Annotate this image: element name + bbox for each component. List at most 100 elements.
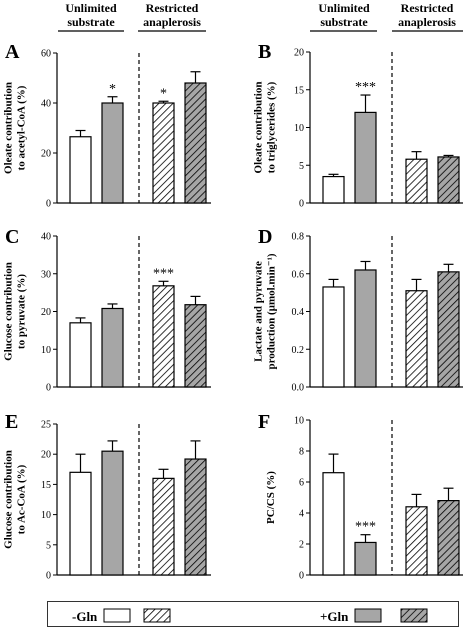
panel-d: D 0.0 0.2 0.4 0.6 0.8 Lactate and pyruvate prod… bbox=[253, 226, 463, 394]
y-tick-label: 0.2 bbox=[292, 345, 305, 356]
header-right-2-line1: Restricted bbox=[401, 1, 454, 15]
legend-swatch-minus-hatched bbox=[143, 608, 171, 623]
panel-c: C 0 10 20 30 40 Glucose contribution to pyruvat… bbox=[3, 226, 211, 394]
bar bbox=[322, 175, 345, 204]
y-tick-label: 20 bbox=[41, 307, 51, 318]
bar bbox=[437, 500, 460, 576]
legend: -Gln +Gln bbox=[72, 608, 428, 624]
significance-label: * bbox=[109, 82, 116, 97]
header-left-2-line2: substrate bbox=[320, 15, 368, 29]
panel-a: A 0 20 40 60 Oleate contribution to acetyl-CoA… bbox=[3, 41, 211, 210]
y-tick-label: 20 bbox=[41, 149, 51, 160]
panel-e: E 0 5 10 15 20 25 Glucose contribution to Ac-CoA… bbox=[3, 411, 211, 582]
header-left-2-line1: Unlimited bbox=[318, 1, 370, 15]
panel-letter: C bbox=[5, 226, 19, 248]
header-left-line2: substrate bbox=[67, 15, 115, 29]
y-tick-label: 40 bbox=[41, 232, 51, 243]
y-tick-label: 5 bbox=[299, 161, 304, 172]
y-tick-label: 15 bbox=[294, 85, 304, 96]
legend-swatch-minus bbox=[103, 608, 131, 623]
y-tick-label: 4 bbox=[299, 509, 304, 520]
y-tick-label: 0 bbox=[46, 199, 51, 210]
header-left-2: Unlimited substrate bbox=[310, 1, 377, 32]
legend-swatch-plus-hatched bbox=[400, 608, 428, 623]
bar bbox=[437, 271, 460, 388]
panel-letter: D bbox=[258, 226, 272, 248]
y-tick-label: 0.6 bbox=[292, 269, 305, 280]
bar bbox=[405, 158, 428, 204]
bar bbox=[322, 286, 345, 388]
y-tick-label: 2 bbox=[299, 540, 304, 551]
y-tick-label: 0 bbox=[46, 571, 51, 582]
bar bbox=[184, 82, 207, 204]
bar bbox=[354, 541, 377, 576]
y-tick-label: 25 bbox=[41, 420, 51, 431]
y-tick-label: 40 bbox=[41, 99, 51, 110]
header-right-line1: Restricted bbox=[146, 1, 199, 15]
y-tick-label: 10 bbox=[294, 123, 304, 134]
header-right: Restricted anaplerosis bbox=[138, 1, 206, 32]
y-tick-label: 20 bbox=[41, 450, 51, 461]
y-tick-label: 0.0 bbox=[292, 383, 305, 394]
bar bbox=[184, 458, 207, 576]
y-axis-label: to acetyl-CoA (%) bbox=[16, 85, 28, 170]
y-axis-label: production (µmol.min⁻¹) bbox=[266, 253, 278, 369]
y-tick-label: 10 bbox=[41, 345, 51, 356]
y-axis-label: to Ac-CoA (%) bbox=[16, 464, 28, 534]
bar bbox=[152, 102, 175, 204]
y-axis-label: Glucose contribution bbox=[3, 450, 15, 549]
header-left-line1: Unlimited bbox=[65, 1, 117, 15]
panel-letter: F bbox=[258, 411, 270, 433]
y-axis-label: to pyruvate (%) bbox=[16, 274, 28, 349]
panel-f: F 0 2 4 6 8 10 PC/CS (%) *** bbox=[258, 411, 463, 582]
y-axis-label: Lactate and pyruvate bbox=[253, 261, 265, 362]
bar bbox=[437, 156, 460, 204]
y-tick-label: 15 bbox=[41, 480, 51, 491]
bar bbox=[322, 472, 345, 576]
bar bbox=[69, 471, 92, 576]
y-tick-label: 0.4 bbox=[292, 307, 305, 318]
bar bbox=[101, 102, 124, 204]
y-tick-label: 6 bbox=[299, 478, 304, 489]
legend-frame bbox=[47, 601, 459, 627]
y-tick-label: 8 bbox=[299, 447, 304, 458]
significance-label: *** bbox=[355, 80, 376, 95]
bar bbox=[354, 111, 377, 204]
y-axis-label: PC/CS (%) bbox=[265, 471, 277, 524]
y-axis-label: Glucose contribution bbox=[3, 262, 15, 361]
y-tick-label: 10 bbox=[294, 416, 304, 427]
y-axis-label: Oleate contribution bbox=[3, 82, 15, 174]
bar bbox=[184, 304, 207, 388]
y-tick-label: 0 bbox=[46, 383, 51, 394]
y-tick-label: 10 bbox=[41, 510, 51, 521]
bar bbox=[69, 136, 92, 204]
header-right-2-line2: anaplerosis bbox=[398, 15, 456, 29]
bar bbox=[405, 506, 428, 576]
y-tick-label: 5 bbox=[46, 540, 51, 551]
bar bbox=[69, 322, 92, 388]
panel-letter: B bbox=[258, 41, 271, 63]
y-axis-label: Oleate contribution bbox=[253, 82, 265, 174]
y-tick-label: 0 bbox=[299, 199, 304, 210]
bar bbox=[101, 450, 124, 576]
panel-b: B 0 5 10 15 20 Oleate contribution to triglycer… bbox=[253, 41, 463, 210]
y-tick-label: 0 bbox=[299, 571, 304, 582]
y-tick-label: 20 bbox=[294, 48, 304, 59]
y-tick-label: 0.8 bbox=[292, 232, 305, 243]
y-tick-label: 60 bbox=[41, 49, 51, 60]
bar bbox=[152, 477, 175, 576]
bar bbox=[354, 269, 377, 388]
significance-label: *** bbox=[153, 266, 174, 281]
y-axis-label: to triglycerides (%) bbox=[266, 81, 278, 173]
header-right-line2: anaplerosis bbox=[143, 15, 201, 29]
y-tick-label: 30 bbox=[41, 269, 51, 280]
bar bbox=[101, 307, 124, 388]
panel-letter: A bbox=[5, 41, 20, 63]
header-left: Unlimited substrate bbox=[58, 1, 124, 32]
legend-minus-label: -Gln bbox=[72, 609, 98, 624]
significance-label: * bbox=[160, 86, 167, 101]
header-right-2: Restricted anaplerosis bbox=[392, 1, 463, 32]
bar bbox=[152, 285, 175, 388]
